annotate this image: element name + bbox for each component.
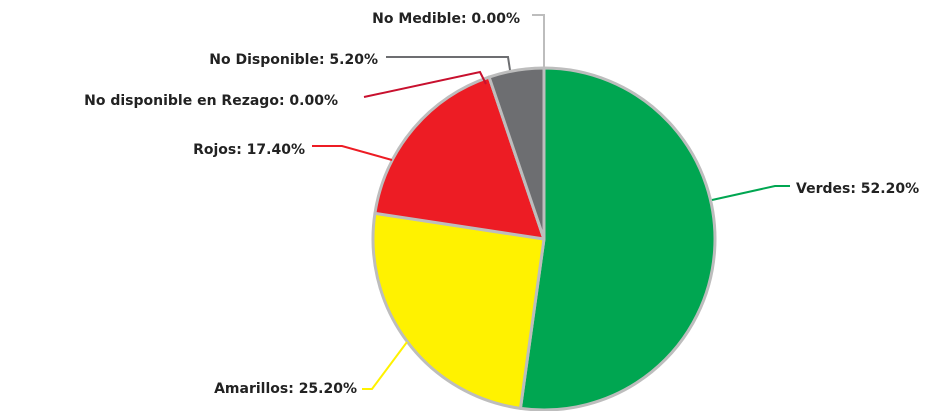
slice xyxy=(518,66,717,411)
leader-line xyxy=(312,145,393,161)
leader-line xyxy=(362,341,408,390)
leader-line xyxy=(711,185,790,201)
leader-line xyxy=(363,70,487,98)
slice-label: No Medible: 0.00% xyxy=(372,11,520,27)
slice-label: No Disponible: 5.20% xyxy=(209,52,378,68)
leader-line xyxy=(386,56,511,71)
slice-label: Amarillos: 25.20% xyxy=(214,381,357,397)
slice-label: Rojos: 17.40% xyxy=(193,142,305,158)
leader-line xyxy=(532,14,545,68)
slice-label: Verdes: 52.20% xyxy=(796,181,919,197)
slice xyxy=(371,211,546,410)
slice-label: No disponible en Rezago: 0.00% xyxy=(84,93,338,109)
